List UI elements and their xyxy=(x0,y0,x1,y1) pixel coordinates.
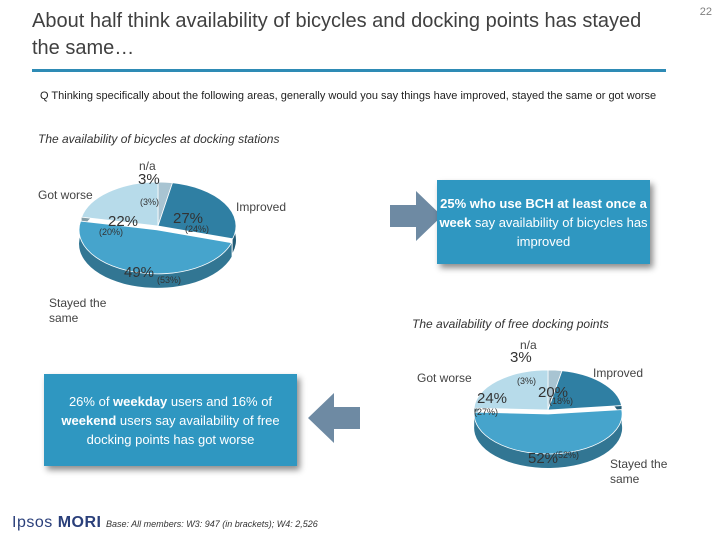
pie-slice-got-worse xyxy=(473,369,549,411)
pie-slice-got-worse xyxy=(81,181,159,227)
chart2-label-got-worse: Got worse xyxy=(417,371,472,385)
logo-left: Ipsos xyxy=(12,514,53,531)
chart2-value-got-worse: 24% xyxy=(477,390,508,407)
arrow-left-icon xyxy=(308,393,360,443)
chart1-value-na: 3% xyxy=(138,171,160,188)
chart2-bracket-stayed: (52%) xyxy=(555,450,580,460)
chart1-bracket-improved: (24%) xyxy=(185,224,210,234)
chart2-pie xyxy=(473,369,623,468)
pie-slice-side xyxy=(79,221,232,288)
chart1-value-got-worse: 22% xyxy=(108,213,139,230)
pie-slice-stayed-the-same xyxy=(473,409,623,455)
chart2-value-improved: 20% xyxy=(538,384,569,401)
callout-text-part: 26% of xyxy=(68,393,114,409)
callout-text-part: weekday xyxy=(113,393,168,409)
chart2-value-stayed: 52% xyxy=(528,450,559,467)
question-text: Q Thinking specifically about the follow… xyxy=(40,90,657,102)
chart2-label-na: n/a xyxy=(520,338,537,352)
chart1-label-na: n/a xyxy=(139,159,156,173)
title-rule xyxy=(32,69,666,72)
pie-slice-improved xyxy=(157,182,237,240)
chart2-bracket-got-worse: (27%) xyxy=(474,407,499,417)
chart1-label-improved: Improved xyxy=(236,200,287,214)
callout-text-part: at least once a week xyxy=(439,195,647,230)
chart2-label-stayed: Stayed the same xyxy=(610,457,668,486)
chart1-title: The availability of bicycles at docking … xyxy=(38,132,280,146)
callout-text-part: say availability of bicycles has improve… xyxy=(471,214,648,249)
pie-slice-stayed-the-same xyxy=(78,220,233,275)
logo-right: MORI xyxy=(57,514,102,531)
page-number: 22 xyxy=(699,6,712,18)
chart1-value-stayed: 49% xyxy=(124,264,155,281)
callout-bicycles: 25% who use BCH at least once a week say… xyxy=(437,180,650,264)
base-note: Base: All members: W3: 947 (in brackets)… xyxy=(106,519,318,529)
callout-docking: 26% of weekday users and 16% of weekend … xyxy=(44,374,297,466)
callout-docking-text: 26% of weekday users and 16% of weekend … xyxy=(44,392,297,449)
chart1-bracket-stayed: (53%) xyxy=(157,275,182,285)
ipsos-mori-logo: Ipsos MORI xyxy=(12,514,101,532)
chart2-label-improved: Improved xyxy=(593,366,644,380)
callout-bicycles-text: 25% who use BCH at least once a week say… xyxy=(437,194,650,251)
arrow-right-icon xyxy=(390,191,442,241)
callout-text-part: weekend xyxy=(61,412,117,428)
chart1-label-stayed: Stayed the same xyxy=(49,296,107,325)
chart1-pie xyxy=(78,181,237,288)
page-title: About half think availability of bicycle… xyxy=(32,10,642,59)
pie-slice-improved xyxy=(547,370,623,411)
callout-text-part: users and 16% of xyxy=(167,393,273,409)
callout-text-part: users say availability of free docking p… xyxy=(86,412,280,447)
callout-text-part: 25% who use BCH xyxy=(440,195,558,211)
chart1-bracket-na: (3%) xyxy=(140,197,160,207)
chart1-value-improved: 27% xyxy=(173,210,204,227)
chart2-value-na: 3% xyxy=(510,349,532,366)
chart2-title: The availability of free docking points xyxy=(412,317,609,331)
chart1-bracket-got-worse: (20%) xyxy=(99,227,124,237)
chart2-bracket-na: (3%) xyxy=(517,376,537,386)
pie-slice-side xyxy=(474,409,623,468)
chart2-bracket-improved: (18%) xyxy=(549,396,574,406)
chart1-label-got-worse: Got worse xyxy=(38,188,93,202)
